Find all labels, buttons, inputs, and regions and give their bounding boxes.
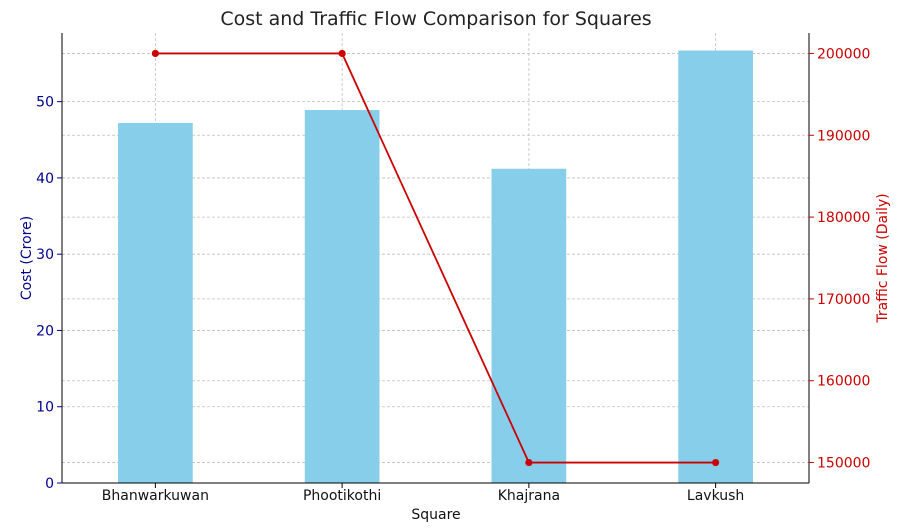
axes: 0 10 20 30 40 50 150000 160000 170000 180000 19000…: [36, 33, 870, 504]
x-tick-label: Lavkush: [687, 488, 744, 504]
traffic-line: [155, 52, 716, 464]
y-tick-label: 40: [36, 171, 54, 187]
x-tick-label: Phootikothi: [303, 488, 381, 504]
y2-tick-label: 180000: [817, 210, 870, 226]
y-axis-title: Cost (Crore): [19, 216, 35, 300]
x-tick-label: Bhanwarkuwan: [102, 488, 209, 504]
bar-series: [118, 50, 753, 484]
y-tick-label: 20: [36, 323, 54, 339]
bar: [118, 123, 193, 483]
bar: [678, 50, 753, 484]
traffic-point: [338, 49, 346, 58]
y-tick-label: 50: [36, 95, 54, 111]
x-axis-title: Square: [411, 507, 460, 523]
y2-tick-label: 200000: [817, 46, 870, 62]
chart-title: Cost and Traffic Flow Comparison for Squ…: [220, 8, 651, 30]
traffic-line-series: [151, 49, 720, 467]
y-tick-label: 30: [36, 247, 54, 263]
y2-axis-title: Traffic Flow (Daily): [875, 193, 891, 323]
bar: [304, 110, 380, 483]
traffic-point: [151, 49, 159, 58]
bar: [491, 168, 567, 484]
traffic-point: [712, 458, 720, 467]
y-tick-label: 0: [45, 476, 54, 492]
y2-tick-label: 160000: [817, 374, 870, 390]
y2-tick-label: 190000: [817, 128, 870, 144]
traffic-point: [525, 458, 533, 467]
y2-tick-label: 150000: [817, 456, 870, 472]
x-tick-label: Khajrana: [498, 488, 560, 504]
y2-tick-label: 170000: [817, 292, 870, 308]
y-tick-label: 10: [36, 400, 54, 416]
